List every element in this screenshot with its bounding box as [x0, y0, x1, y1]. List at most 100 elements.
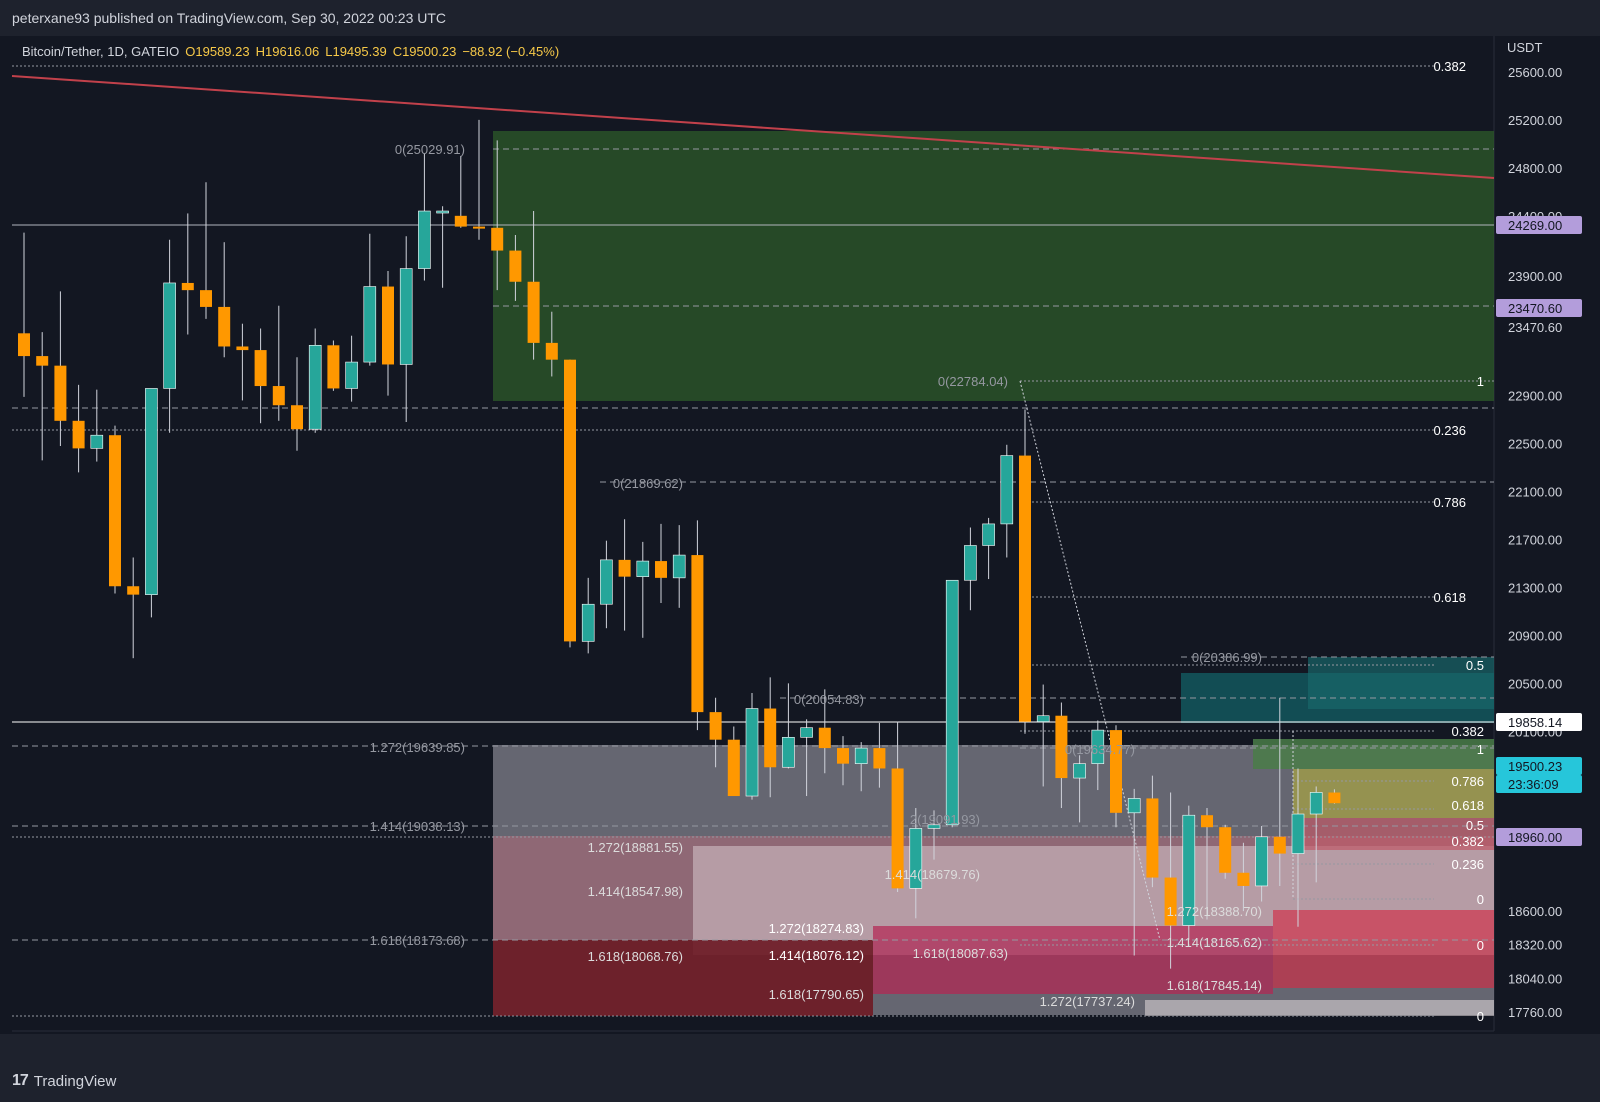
candle-body — [581, 603, 595, 642]
candle-body — [1036, 715, 1050, 723]
candle-body — [1164, 877, 1177, 926]
candle-body — [818, 727, 831, 749]
candle — [36, 332, 49, 461]
candle — [618, 519, 631, 631]
candle — [200, 182, 212, 319]
candle — [363, 233, 377, 366]
candle-body — [800, 727, 813, 738]
fib-label: 1 — [1477, 742, 1484, 757]
symbol-label[interactable]: Bitcoin/Tether, 1D, GATEIO — [22, 44, 180, 59]
price-badge — [1496, 757, 1582, 775]
price-tick-label: 22500.00 — [1508, 437, 1562, 452]
candle — [454, 155, 467, 228]
candle-body — [854, 747, 868, 764]
candle-body — [272, 386, 285, 406]
candle-body — [491, 227, 504, 251]
candle — [1291, 768, 1305, 927]
fib-zone-darkred — [493, 940, 873, 1016]
candle-body — [927, 824, 941, 829]
candle — [491, 140, 504, 291]
fib-label: 0(22784.04) — [938, 374, 1008, 389]
candle-body — [1146, 798, 1159, 878]
fib-label: 1.618(17790.65) — [769, 987, 864, 1002]
fib-label: 0.618 — [1451, 798, 1484, 813]
price-tick-label: 18040.00 — [1508, 971, 1562, 986]
fib-label: 1.618(17845.14) — [1167, 978, 1262, 993]
fib-label: 0(21869.62) — [613, 476, 683, 491]
fib-label: 1 — [1477, 374, 1484, 389]
candle — [800, 719, 813, 797]
fib-label: 0.236 — [1451, 857, 1484, 872]
candle-body — [527, 281, 540, 343]
candle-body — [399, 268, 413, 365]
candle-body — [1219, 827, 1232, 873]
candle — [218, 242, 231, 358]
fib-label: 1.618(18068.76) — [588, 949, 683, 964]
fib-label: 0 — [1477, 938, 1484, 953]
candle — [1328, 789, 1341, 804]
price-tick-label: 23900.00 — [1508, 269, 1562, 284]
candle — [745, 692, 759, 800]
fib-label: 0(20386.99) — [1192, 650, 1262, 665]
fib-label: 1.272(18274.83) — [769, 921, 864, 936]
fib-label-group: 0.382 0(25029.91) 0(22784.04) 1 0.236 0(… — [370, 59, 1484, 1024]
candle — [145, 388, 158, 618]
fib-zone-red-right — [1273, 910, 1494, 988]
change-value: −88.92 (−0.45%) — [462, 44, 560, 59]
candle-body — [345, 361, 358, 389]
candle — [655, 523, 667, 604]
candle — [291, 357, 303, 451]
candle — [1182, 805, 1196, 940]
candle — [927, 810, 941, 860]
price-tick-group: 25600.0025200.0024800.0024400.0023900.00… — [1508, 65, 1562, 1020]
fib-label: 1.272(19639.85) — [370, 740, 465, 755]
fib-label: 0(25029.91) — [395, 142, 465, 157]
fib-connector-1 — [1019, 380, 1161, 941]
candle — [964, 527, 977, 611]
fib-zone-yellow — [1293, 769, 1494, 818]
candle — [837, 736, 849, 786]
candle-body — [600, 559, 613, 605]
candle-body — [473, 226, 485, 229]
price-badge — [1496, 299, 1582, 317]
tradingview-brand[interactable]: 17 TradingView — [12, 1072, 116, 1090]
price-tick-label: 18320.00 — [1508, 938, 1562, 953]
candle — [308, 328, 322, 433]
candle — [509, 235, 522, 301]
candle-body — [327, 345, 340, 389]
candle-body — [18, 333, 30, 357]
price-tick-label: 18600.00 — [1508, 904, 1562, 919]
candle-body — [291, 405, 303, 430]
candle-body — [363, 286, 377, 363]
fib-label: 1.618(18087.63) — [913, 946, 1008, 961]
trend-line — [11, 75, 1495, 179]
candle — [272, 305, 285, 421]
candle — [1000, 444, 1014, 558]
brand-text: TradingView — [33, 1072, 117, 1090]
candle — [90, 389, 104, 462]
candle-body — [308, 344, 322, 430]
candle — [636, 541, 650, 638]
publisher-bar: peterxane93 published on TradingView.com… — [0, 0, 1600, 36]
fib-zone-teal-2 — [1308, 657, 1494, 709]
candle — [782, 683, 795, 769]
fib-label: 1.272(17737.24) — [1040, 994, 1135, 1009]
fib-label: 0.5 — [1466, 658, 1484, 673]
fib-label: 1.272(18388.70) — [1167, 904, 1262, 919]
fib-label: 1.414(18076.12) — [769, 948, 864, 963]
candle — [1164, 792, 1177, 969]
candle-body — [1019, 455, 1031, 722]
candle-body — [909, 828, 923, 889]
candle-body — [1201, 815, 1213, 828]
candle-body — [509, 250, 522, 282]
candle — [345, 335, 358, 402]
candle-body — [672, 554, 686, 579]
candle-body — [145, 388, 158, 595]
candle — [109, 425, 121, 594]
candle — [436, 206, 449, 288]
fib-label: 0.382 — [1433, 59, 1466, 74]
price-badge — [1496, 775, 1582, 793]
candle — [909, 808, 923, 919]
candle — [236, 323, 249, 401]
